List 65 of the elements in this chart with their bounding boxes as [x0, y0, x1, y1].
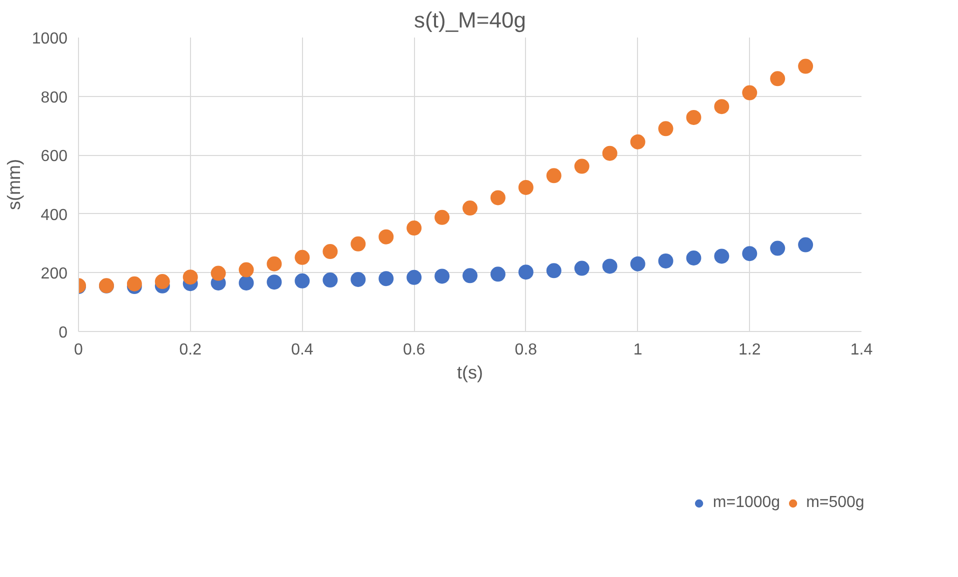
- point: [406, 270, 422, 285]
- point: [378, 229, 394, 244]
- point: [770, 240, 786, 256]
- point: [714, 248, 730, 264]
- point: [154, 274, 170, 290]
- point: [518, 180, 534, 195]
- point: [798, 58, 814, 74]
- point: [490, 266, 506, 282]
- point: [378, 271, 394, 286]
- y-tick-label: 600: [40, 148, 68, 166]
- point: [434, 268, 450, 284]
- x-tick-label: 0: [74, 342, 84, 358]
- y-tick-label: 800: [40, 89, 68, 106]
- point: [126, 276, 142, 292]
- x-tick-label: 0.8: [514, 342, 538, 358]
- x-tick-label: 0.2: [179, 342, 202, 358]
- point: [602, 146, 618, 161]
- x-tick-label: 1: [633, 342, 642, 358]
- point: [658, 121, 674, 136]
- point: [770, 71, 786, 86]
- point: [350, 272, 366, 287]
- point: [574, 158, 590, 174]
- point: [546, 263, 562, 278]
- point: [294, 250, 310, 265]
- point: [546, 168, 562, 184]
- point: [350, 236, 366, 252]
- point: [294, 273, 310, 288]
- point: [266, 274, 282, 290]
- point: [714, 99, 730, 114]
- point: [462, 200, 478, 216]
- point: [322, 272, 338, 288]
- point: [462, 268, 478, 284]
- x-tick-label: 1.2: [738, 342, 761, 358]
- point: [742, 246, 758, 262]
- point: [210, 266, 226, 281]
- point: [490, 190, 506, 206]
- x-tick-label: 0.6: [402, 342, 426, 358]
- y-axis-title: s(mm): [4, 159, 24, 210]
- point: [434, 210, 450, 225]
- y-tick-label: 0: [58, 324, 68, 342]
- point: [574, 260, 590, 276]
- y-tick-label: 1000: [32, 30, 68, 48]
- point: [658, 253, 674, 268]
- y-tick-label: 200: [40, 266, 68, 283]
- point: [630, 134, 646, 150]
- point: [238, 262, 254, 278]
- y-tick-label: 400: [40, 206, 68, 224]
- legend-label: m=1000g: [712, 494, 780, 512]
- point: [518, 264, 534, 280]
- point: [322, 244, 338, 260]
- point: [182, 270, 198, 285]
- legend-label: m=500g: [806, 494, 864, 512]
- point: [798, 237, 814, 252]
- chart-title: s(t)_M=40g: [414, 8, 526, 32]
- point: [266, 256, 282, 272]
- point: [238, 276, 254, 290]
- x-tick-label: 0.4: [291, 342, 314, 358]
- x-axis-title: t(s): [457, 362, 484, 382]
- point: [630, 256, 646, 272]
- x-tick-label: 1.4: [850, 342, 873, 358]
- point: [686, 250, 702, 266]
- point: [686, 110, 702, 125]
- point: [602, 258, 618, 274]
- point: [742, 85, 758, 100]
- point: [406, 220, 422, 236]
